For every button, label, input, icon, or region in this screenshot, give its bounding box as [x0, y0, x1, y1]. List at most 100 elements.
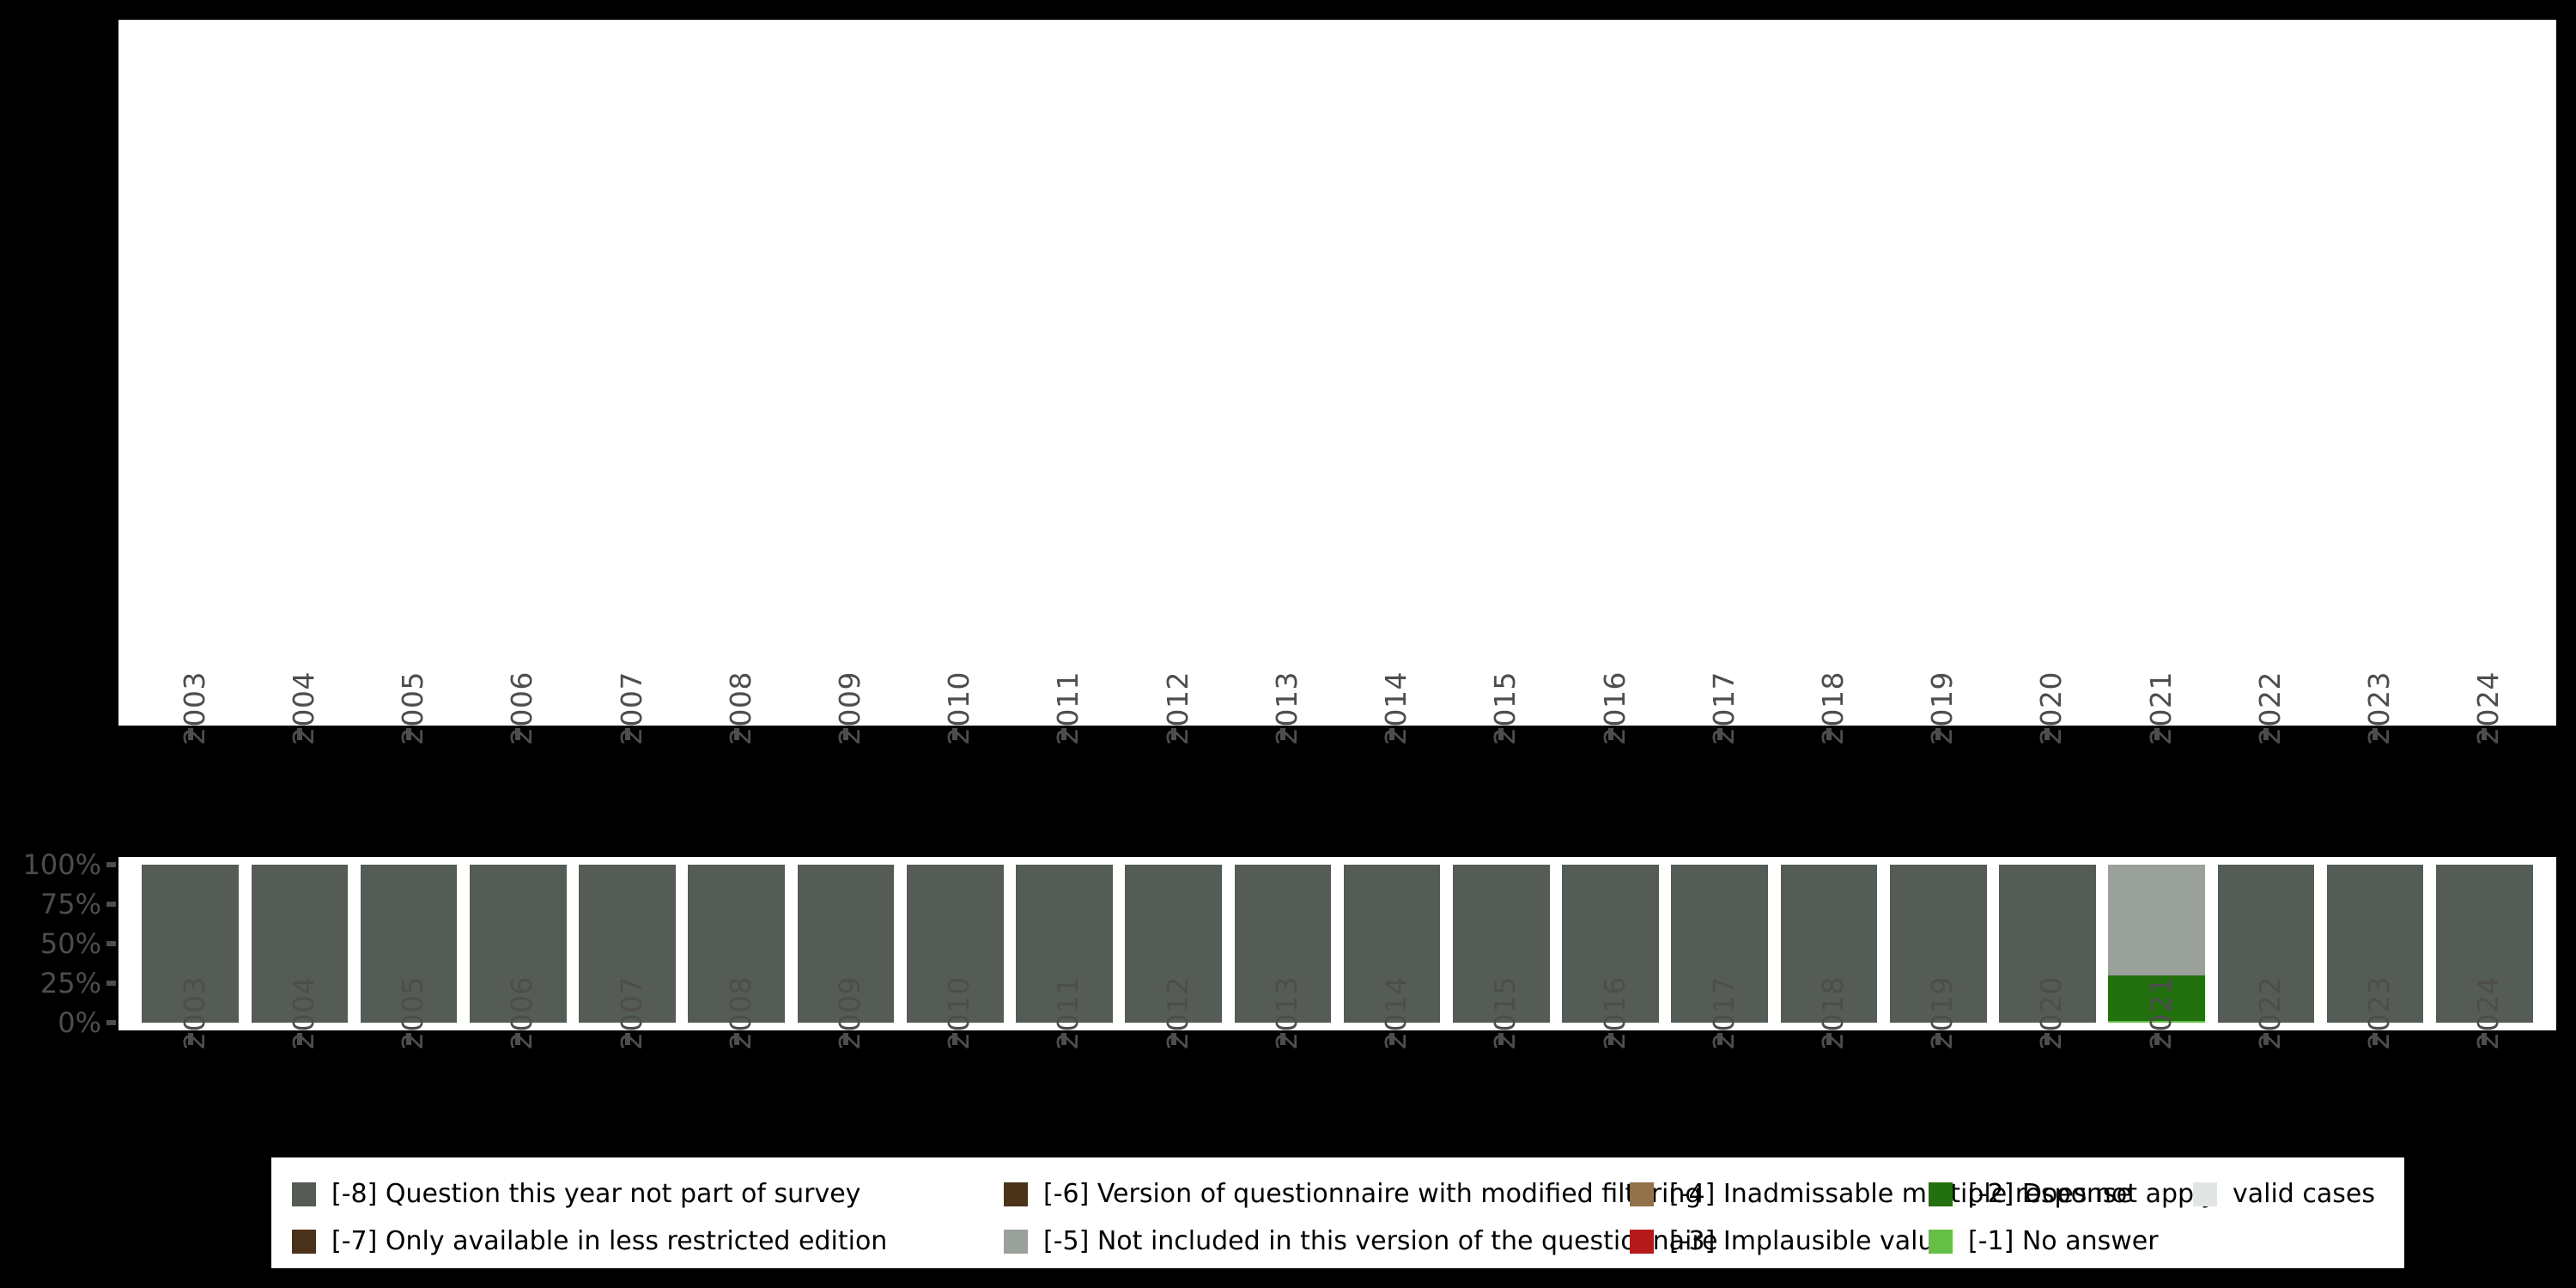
bar-segment-m2[interactable]	[2108, 975, 2205, 1022]
bar-2023[interactable]	[2326, 865, 2424, 1023]
bar-segment-m8[interactable]	[1780, 865, 1878, 1023]
bar-2006[interactable]	[469, 865, 567, 1023]
x-tick-mark	[733, 1033, 739, 1045]
x-tick-label: 2023	[2362, 671, 2397, 745]
bar-2016[interactable]	[1562, 865, 1659, 1023]
x-tick-mark	[406, 1033, 412, 1045]
x-tick-mark	[1061, 728, 1067, 740]
x-tick-label: 2011	[1051, 976, 1085, 1050]
x-tick-mark	[2263, 728, 2269, 740]
x-tick-mark	[1279, 1033, 1285, 1045]
bar-2003[interactable]	[142, 865, 239, 1023]
x-tick-mark	[1607, 728, 1613, 740]
bar-segment-m8[interactable]	[688, 865, 786, 1023]
bar-segment-m8[interactable]	[797, 865, 895, 1023]
x-tick-mark	[2154, 728, 2160, 740]
legend-swatch-m4	[1630, 1182, 1654, 1206]
bar-segment-m8[interactable]	[1562, 865, 1659, 1023]
x-tick-label: 2003	[177, 671, 211, 745]
bar-2015[interactable]	[1453, 865, 1550, 1023]
bar-segment-m8[interactable]	[2436, 865, 2533, 1023]
bar-2007[interactable]	[579, 865, 676, 1023]
bar-segment-m8[interactable]	[1125, 865, 1222, 1023]
bar-segment-m8[interactable]	[579, 865, 676, 1023]
x-tick-label: 2010	[942, 671, 976, 745]
legend-label: [-3] Implausible value	[1669, 1226, 1950, 1256]
bar-segment-m8[interactable]	[142, 865, 239, 1023]
legend-item-m3[interactable]: [-3] Implausible value	[1630, 1224, 1950, 1259]
x-tick-label: 2009	[832, 671, 866, 745]
x-tick-label: 2019	[1925, 671, 1959, 745]
bar-2013[interactable]	[1234, 865, 1332, 1023]
x-tick-label: 2011	[1051, 671, 1085, 745]
legend-label: [-7] Only available in less restricted e…	[331, 1226, 888, 1256]
x-tick-mark	[1935, 1033, 1941, 1045]
y-tick-label: 25%	[39, 967, 101, 999]
bar-segment-m1[interactable]	[2108, 1021, 2205, 1023]
bar-segment-m8[interactable]	[906, 865, 1004, 1023]
bar-segment-m8[interactable]	[1453, 865, 1550, 1023]
x-tick-mark	[1716, 1033, 1722, 1045]
bar-2019[interactable]	[1889, 865, 1987, 1023]
bar-2008[interactable]	[688, 865, 786, 1023]
bar-2014[interactable]	[1343, 865, 1441, 1023]
x-tick-label: 2005	[396, 976, 430, 1050]
legend-swatch-m6	[1004, 1182, 1028, 1206]
y-tick-mark	[106, 902, 116, 907]
bar-2004[interactable]	[251, 865, 349, 1023]
missings-plot-area	[136, 865, 2539, 1023]
legend-label: [-5] Not included in this version of the…	[1043, 1226, 1718, 1256]
x-tick-label: 2009	[832, 976, 866, 1050]
bar-segment-m8[interactable]	[2217, 865, 2315, 1023]
legend-item-m1[interactable]: [-1] No answer	[1929, 1224, 2159, 1259]
bar-segment-m8[interactable]	[2326, 865, 2424, 1023]
legend-item-m5[interactable]: [-5] Not included in this version of the…	[1004, 1224, 1718, 1259]
bar-segment-m5[interactable]	[2108, 865, 2205, 975]
bar-segment-m8[interactable]	[469, 865, 567, 1023]
bar-2017[interactable]	[1671, 865, 1769, 1023]
bar-2010[interactable]	[906, 865, 1004, 1023]
bar-segment-m8[interactable]	[1234, 865, 1332, 1023]
bar-2021[interactable]	[2108, 865, 2205, 1023]
bar-segment-m8[interactable]	[1343, 865, 1441, 1023]
x-tick-label: 2019	[1925, 976, 1959, 1050]
x-tick-label: 2021	[2143, 976, 2178, 1050]
bar-segment-m8[interactable]	[1671, 865, 1769, 1023]
bar-segment-m8[interactable]	[251, 865, 349, 1023]
bar-segment-m8[interactable]	[1016, 865, 1113, 1023]
x-tick-mark	[2044, 1033, 2050, 1045]
y-tick-mark	[106, 1020, 116, 1025]
x-tick-label: 2004	[286, 671, 320, 745]
legend-item-m6[interactable]: [-6] Version of questionnaire with modif…	[1004, 1177, 1701, 1212]
legend-swatch-valid	[2193, 1182, 2217, 1206]
bar-2024[interactable]	[2436, 865, 2533, 1023]
bar-2009[interactable]	[797, 865, 895, 1023]
bar-segment-m8[interactable]	[1889, 865, 1987, 1023]
y-tick-mark	[106, 981, 116, 986]
x-tick-label: 2016	[1597, 976, 1631, 1050]
legend-swatch-m3	[1630, 1230, 1654, 1254]
bar-2005[interactable]	[360, 865, 458, 1023]
x-tick-label: 2018	[1816, 976, 1850, 1050]
bar-2012[interactable]	[1125, 865, 1222, 1023]
x-tick-label: 2004	[286, 976, 320, 1050]
legend-item-m8[interactable]: [-8] Question this year not part of surv…	[292, 1177, 860, 1212]
bar-segment-m8[interactable]	[1999, 865, 2096, 1023]
x-tick-mark	[187, 1033, 193, 1045]
x-tick-mark	[296, 1033, 302, 1045]
missings-x-axis-ticks: 2003 2004 2005 2006 2007 2008 2009 2010 2011 2012…	[0, 976, 2576, 1162]
legend-item-m7[interactable]: [-7] Only available in less restricted e…	[292, 1224, 887, 1259]
bar-2011[interactable]	[1016, 865, 1113, 1023]
bar-segment-m8[interactable]	[360, 865, 458, 1023]
legend-item-valid[interactable]: valid cases	[2193, 1177, 2375, 1212]
bar-2018[interactable]	[1780, 865, 1878, 1023]
bar-2020[interactable]	[1999, 865, 2096, 1023]
legend-label: [-1] No answer	[1968, 1226, 2159, 1256]
x-tick-mark	[187, 728, 193, 740]
x-tick-mark	[1935, 728, 1941, 740]
x-tick-label: 2012	[1160, 976, 1194, 1050]
legend-item-m4[interactable]: [-4] Inadmissable multiple response	[1630, 1177, 2132, 1212]
legend-label: [-4] Inadmissable multiple response	[1669, 1179, 2133, 1209]
legend-item-m2[interactable]: [-2] Does not apply	[1929, 1177, 2216, 1212]
bar-2022[interactable]	[2217, 865, 2315, 1023]
